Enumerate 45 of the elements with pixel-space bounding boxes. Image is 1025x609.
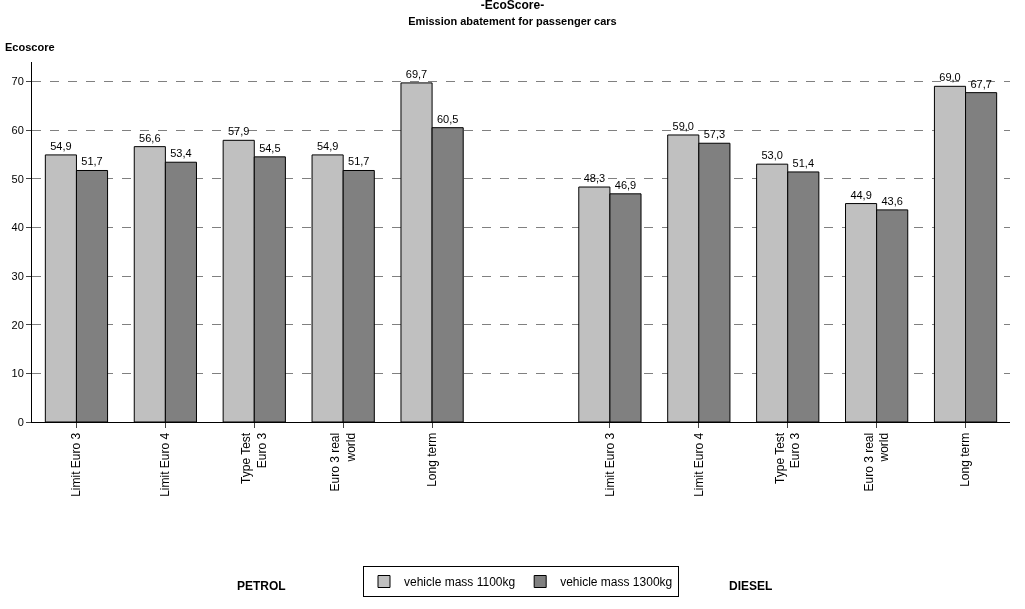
y-tick-label: 60 <box>11 123 24 136</box>
data-label: 60,5 <box>436 112 459 125</box>
data-label: 67,7 <box>970 77 992 90</box>
y-tick-label: 0 <box>17 415 24 428</box>
data-label: 53,4 <box>170 147 192 160</box>
x-tick-label: Limit Euro 3 <box>69 432 84 497</box>
data-label: 69,7 <box>405 67 428 80</box>
chart-title: -EcoScore- <box>480 0 545 13</box>
y-tick-label: 40 <box>11 221 24 234</box>
y-tick-label: 30 <box>11 269 24 282</box>
data-label: 43,6 <box>881 194 903 207</box>
text: DIESEL <box>729 579 773 593</box>
data-label: 69,0 <box>939 71 961 84</box>
data-label: 53,0 <box>761 149 783 162</box>
data-label: 57,3 <box>703 128 726 141</box>
x-tick-label: Limit Euro 4 <box>158 432 173 497</box>
x-tick-label: Euro 3 real world <box>861 432 892 492</box>
data-label: 56,6 <box>139 131 161 144</box>
data-label: 44,9 <box>850 188 872 201</box>
data-label: 59,0 <box>672 119 694 132</box>
y-axis-title: Ecoscore <box>5 41 55 53</box>
text: PETROL <box>237 579 286 593</box>
y-tick-label: 10 <box>11 367 24 380</box>
data-label: 46,9 <box>614 178 637 191</box>
data-label: 51,7 <box>348 155 370 168</box>
legend-label: vehicle mass 1300kg <box>560 575 673 590</box>
data-label: 54,9 <box>316 139 339 152</box>
y-tick-label: 50 <box>11 172 24 185</box>
data-label: 48,3 <box>583 172 606 185</box>
data-label: 57,9 <box>228 125 250 138</box>
x-tick-label: Long term <box>424 432 439 487</box>
x-tick-label: Type Test Euro 3 <box>239 432 269 484</box>
data-label: 51,4 <box>792 156 814 169</box>
data-label: 51,7 <box>81 155 103 168</box>
data-label: 54,9 <box>50 139 72 152</box>
x-tick-label: Euro 3 real world <box>328 432 358 492</box>
x-tick-label: Long term <box>958 432 973 487</box>
data-label: 54,5 <box>259 141 281 154</box>
x-tick-label: Type Test Euro 3 <box>772 432 803 484</box>
x-tick-label: Limit Euro 4 <box>691 432 706 497</box>
y-tick-label: 20 <box>11 318 24 331</box>
x-tick-label: Limit Euro 3 <box>602 432 617 497</box>
chart-subtitle: Emission abatement for passenger cars <box>408 14 617 27</box>
y-tick-label: 70 <box>11 75 24 88</box>
legend-label: vehicle mass 1100kg <box>404 575 516 590</box>
